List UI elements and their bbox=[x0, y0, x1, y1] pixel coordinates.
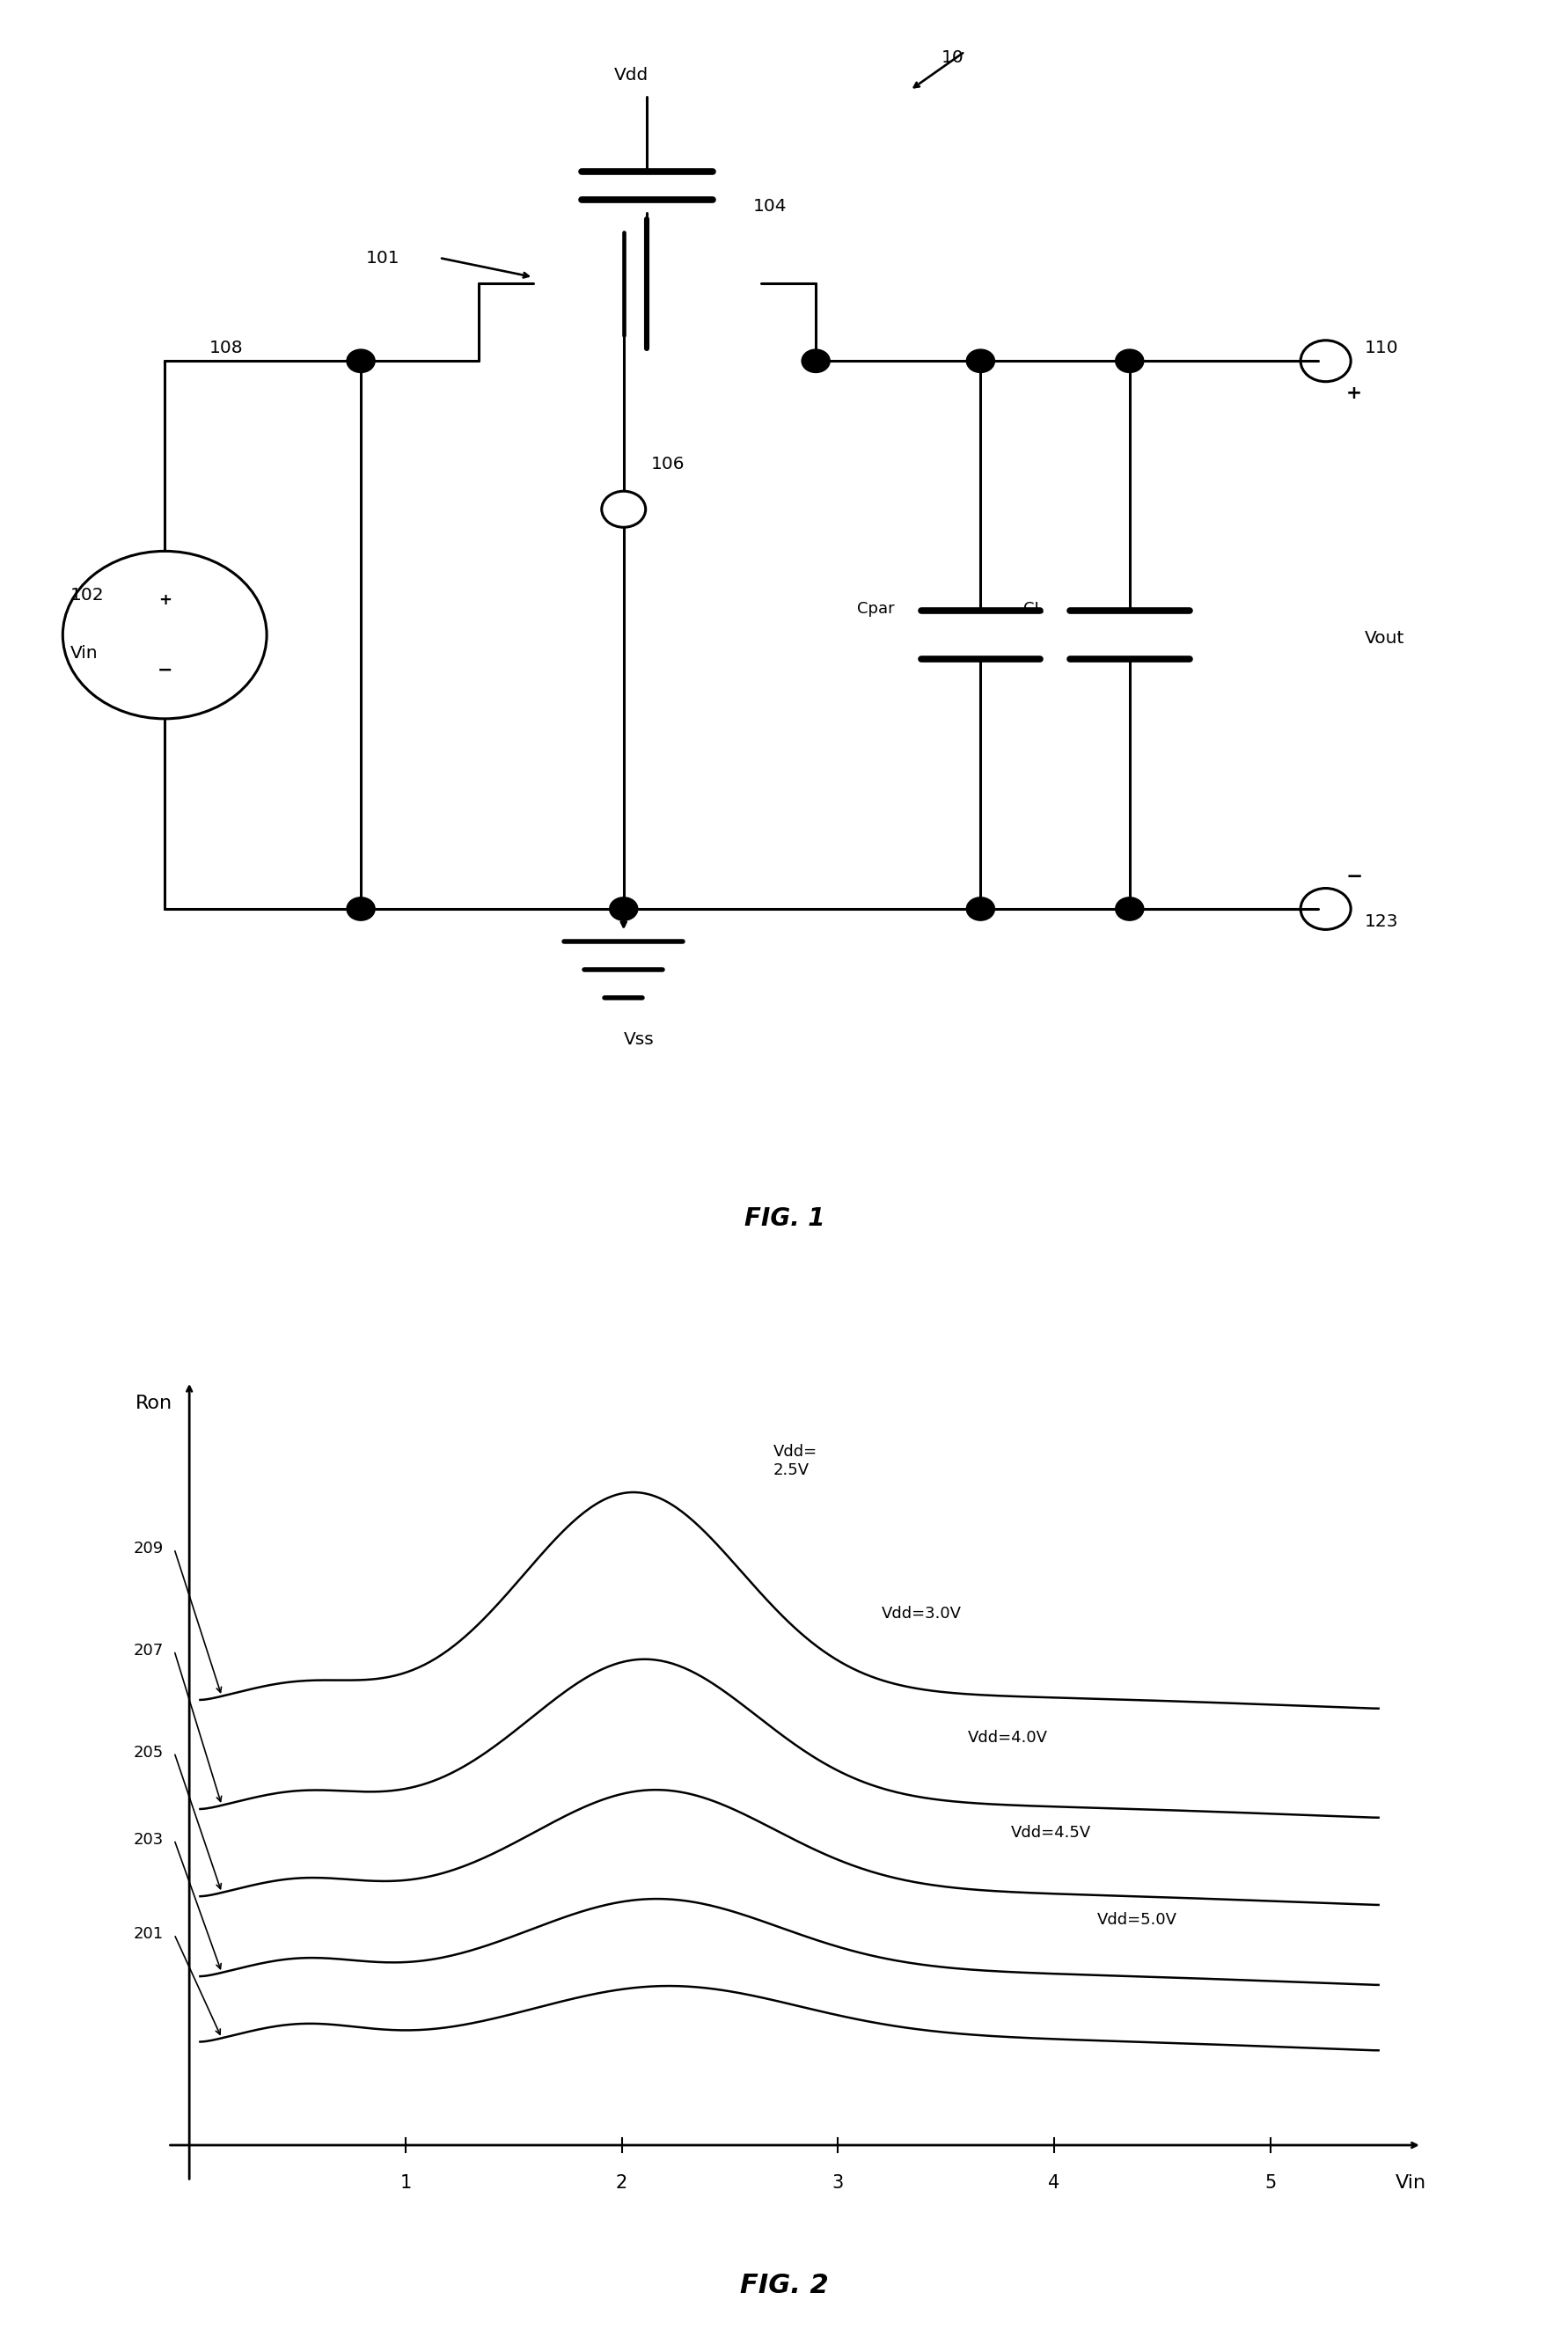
Text: Vdd=5.0V: Vdd=5.0V bbox=[1096, 1913, 1178, 1927]
Text: 102: 102 bbox=[71, 586, 105, 602]
Circle shape bbox=[608, 898, 637, 921]
Text: 209: 209 bbox=[133, 1540, 163, 1556]
Text: 106: 106 bbox=[651, 455, 685, 473]
Text: 3: 3 bbox=[831, 2175, 844, 2192]
Text: 123: 123 bbox=[1364, 914, 1399, 931]
Text: Vdd: Vdd bbox=[613, 68, 649, 84]
Text: Vdd=4.5V: Vdd=4.5V bbox=[1010, 1824, 1091, 1840]
Text: 5: 5 bbox=[1264, 2175, 1275, 2192]
Text: 207: 207 bbox=[133, 1643, 163, 1660]
Text: Vdd=4.0V: Vdd=4.0V bbox=[967, 1730, 1047, 1746]
Text: −: − bbox=[1345, 867, 1363, 886]
Text: Cpar: Cpar bbox=[856, 600, 894, 616]
Text: Ron: Ron bbox=[135, 1395, 172, 1411]
Text: 2: 2 bbox=[616, 2175, 627, 2192]
Text: 205: 205 bbox=[133, 1744, 163, 1760]
Text: 203: 203 bbox=[133, 1831, 163, 1847]
Text: 1: 1 bbox=[400, 2175, 411, 2192]
Circle shape bbox=[1115, 349, 1143, 373]
Text: Vin: Vin bbox=[1394, 2175, 1425, 2192]
Circle shape bbox=[347, 898, 375, 921]
Text: CL: CL bbox=[1022, 600, 1043, 616]
Circle shape bbox=[347, 349, 375, 373]
Text: Vss: Vss bbox=[624, 1031, 654, 1048]
Text: FIG. 1: FIG. 1 bbox=[743, 1205, 825, 1231]
Circle shape bbox=[801, 349, 829, 373]
Text: Vout: Vout bbox=[1364, 631, 1403, 647]
Text: 110: 110 bbox=[1364, 340, 1399, 356]
Text: +: + bbox=[1345, 384, 1361, 403]
Text: 108: 108 bbox=[209, 340, 243, 356]
Text: Vin: Vin bbox=[71, 645, 99, 661]
Text: Vdd=3.0V: Vdd=3.0V bbox=[881, 1606, 961, 1622]
Text: 201: 201 bbox=[133, 1927, 163, 1943]
Text: 101: 101 bbox=[365, 248, 400, 267]
Circle shape bbox=[966, 349, 994, 373]
Text: Vdd=
2.5V: Vdd= 2.5V bbox=[773, 1444, 817, 1479]
Text: 4: 4 bbox=[1047, 2175, 1060, 2192]
Text: +: + bbox=[158, 593, 171, 607]
Circle shape bbox=[966, 898, 994, 921]
Text: −: − bbox=[157, 661, 172, 677]
Text: 10: 10 bbox=[941, 49, 963, 66]
Text: FIG. 2: FIG. 2 bbox=[740, 2274, 828, 2297]
Text: 104: 104 bbox=[753, 197, 787, 216]
Circle shape bbox=[1115, 898, 1143, 921]
